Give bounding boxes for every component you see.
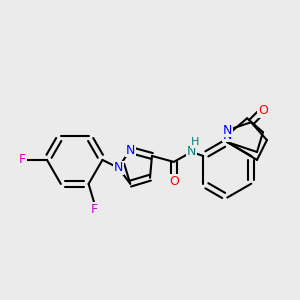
Text: N: N — [223, 129, 232, 142]
Text: O: O — [169, 175, 179, 188]
Text: N: N — [125, 143, 135, 157]
Text: F: F — [19, 153, 26, 167]
Text: H: H — [190, 137, 199, 147]
Text: N: N — [187, 146, 196, 158]
Text: F: F — [91, 203, 98, 216]
Text: N: N — [114, 161, 123, 174]
Text: O: O — [258, 104, 268, 117]
Text: N: N — [223, 124, 232, 137]
